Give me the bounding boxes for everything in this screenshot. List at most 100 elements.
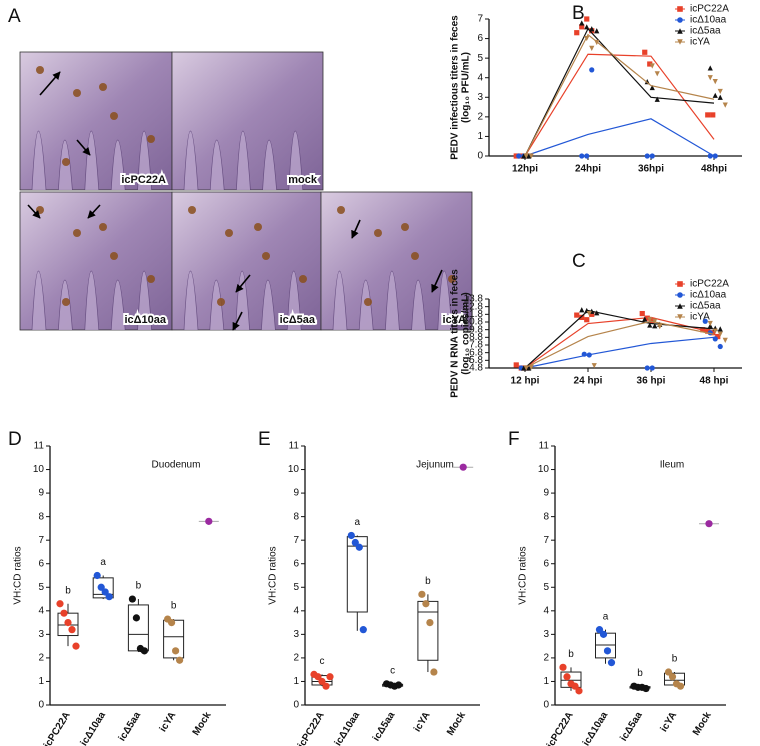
series-line	[524, 316, 715, 369]
x-tick-label: icΔ5aa	[371, 710, 398, 744]
point	[355, 543, 363, 551]
y-tick-label: 0	[293, 700, 299, 711]
point	[654, 96, 660, 102]
point	[93, 571, 101, 580]
point	[589, 45, 595, 51]
x-tick-label: 48hpi	[701, 164, 727, 175]
y-tick-label: 13.8	[464, 294, 484, 305]
point	[717, 331, 723, 337]
point	[101, 588, 109, 596]
point	[712, 153, 718, 159]
y-tick-label: 6	[543, 558, 549, 569]
villus	[137, 270, 152, 331]
point	[172, 647, 180, 655]
point	[205, 517, 213, 525]
point	[647, 322, 653, 328]
y-tick-label: 2	[477, 111, 483, 122]
point	[668, 673, 677, 681]
y-tick-label: 1	[477, 131, 483, 142]
point	[654, 71, 660, 77]
villus	[110, 279, 126, 331]
y-tick-label: 2	[543, 653, 549, 664]
series-line	[524, 320, 715, 369]
point	[422, 600, 430, 608]
point	[700, 327, 706, 333]
box	[417, 600, 439, 661]
point	[707, 320, 713, 327]
point	[571, 682, 579, 690]
arrow	[27, 204, 41, 219]
stained-cell	[364, 298, 372, 306]
point	[105, 593, 113, 601]
villus	[31, 270, 47, 331]
y-tick-label: 7	[293, 535, 299, 546]
point	[521, 153, 527, 159]
point	[318, 677, 326, 686]
point	[642, 684, 650, 693]
point	[712, 336, 718, 342]
stained-cell	[411, 252, 419, 260]
y-tick-label: 5.8	[469, 355, 483, 366]
point	[168, 618, 176, 627]
stained-cell	[147, 275, 155, 283]
point	[649, 317, 655, 324]
stained-cell	[337, 206, 345, 214]
point	[702, 318, 708, 324]
villus	[137, 130, 152, 191]
point	[717, 343, 723, 350]
panel-label: D	[8, 429, 22, 450]
y-tick-label: 1	[543, 676, 549, 687]
point	[595, 626, 604, 634]
chart-title: Ileum	[660, 460, 684, 471]
y-tick-label: 5	[543, 582, 549, 593]
y-tick-label: 5	[293, 582, 299, 593]
y-tick-label: 1	[293, 676, 299, 687]
x-tick-label: 36hpi	[638, 164, 664, 175]
x-tick-label: icYA	[659, 710, 680, 734]
villus	[84, 130, 100, 191]
x-tick-label: Mock	[691, 710, 714, 738]
point	[644, 315, 650, 321]
y-tick-label: 8	[543, 511, 549, 522]
x-tick-label: icYA	[412, 710, 433, 734]
x-tick-label: 12hpi	[512, 164, 538, 175]
box	[127, 604, 149, 652]
y-tick-label: 9	[38, 488, 44, 499]
y-tick-label: 2	[38, 653, 44, 664]
point	[712, 328, 718, 334]
y-tick-label: 8.8	[469, 332, 483, 343]
stained-cell	[401, 223, 409, 231]
stained-cell	[62, 158, 70, 166]
villus	[183, 270, 199, 331]
point	[707, 153, 713, 159]
panel-label: C	[572, 251, 586, 272]
point	[589, 26, 595, 32]
y-tick-label: 3	[543, 629, 549, 640]
point	[395, 681, 403, 689]
significance-letter: a	[100, 557, 106, 568]
point	[607, 659, 616, 667]
point	[516, 153, 522, 159]
point	[649, 153, 655, 159]
villus	[110, 139, 126, 191]
stained-cell	[448, 275, 456, 283]
point	[528, 364, 534, 370]
y-axis-label: PEDV N RNA titers in feces	[450, 269, 461, 398]
point	[722, 337, 728, 343]
point	[526, 365, 532, 371]
stained-cell	[188, 206, 196, 214]
y-tick-label: 4	[293, 605, 299, 616]
significance-letter: b	[568, 649, 574, 660]
point	[584, 317, 590, 323]
arrow	[232, 311, 243, 331]
point	[712, 79, 718, 85]
villus	[332, 270, 348, 331]
point	[563, 673, 571, 681]
point	[575, 687, 583, 695]
villus	[411, 279, 426, 331]
point	[584, 24, 590, 30]
y-tick-label: 9	[293, 488, 299, 499]
point	[644, 365, 650, 371]
stained-cell	[73, 89, 81, 97]
